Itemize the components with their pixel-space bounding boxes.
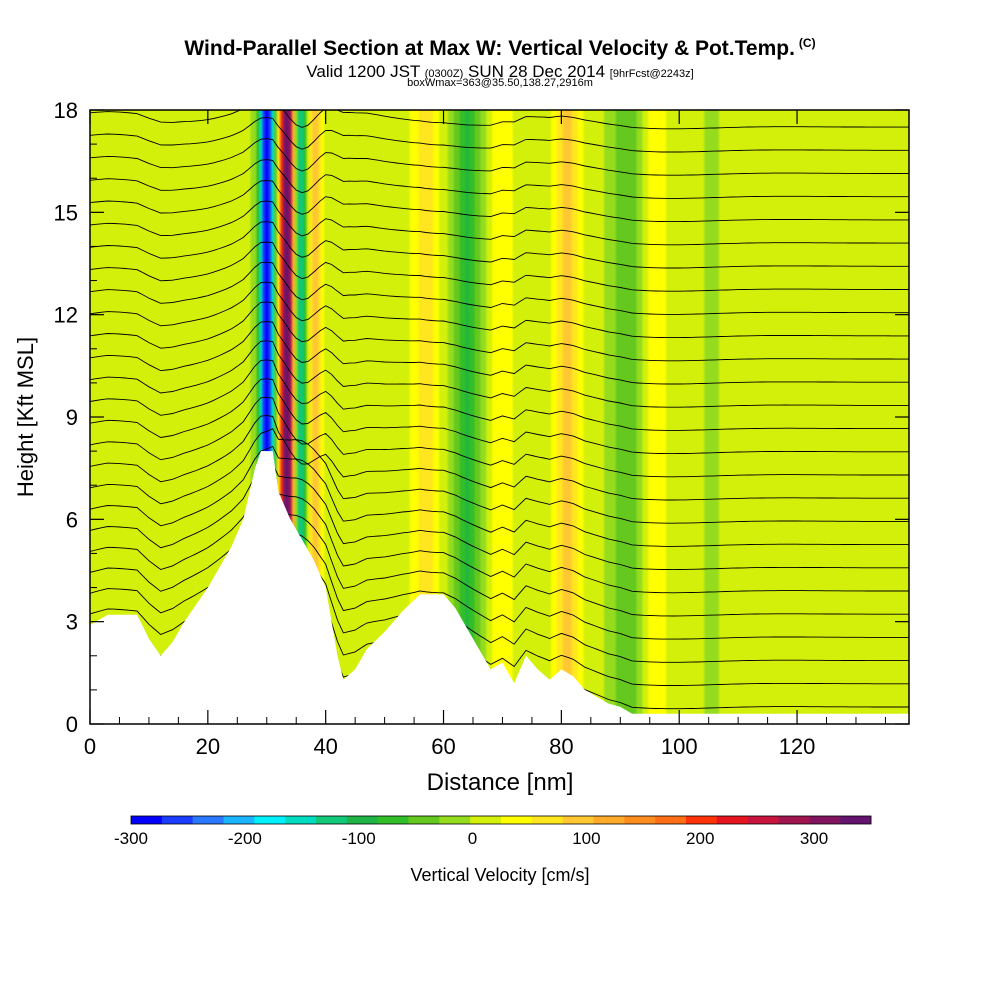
colorbar-swatch <box>346 816 378 824</box>
isentrope-line <box>90 496 909 617</box>
y-tick-label: 3 <box>66 610 78 635</box>
colorbar-frame <box>130 815 872 825</box>
colorbar-tick-label: -300 <box>114 829 148 848</box>
isentrope-line <box>90 396 909 478</box>
isentrope-line <box>90 138 909 176</box>
isentrope-line <box>90 159 909 199</box>
colorbar-swatch <box>501 816 533 824</box>
colorbar-swatch <box>223 816 255 824</box>
isentrope-line <box>90 415 909 501</box>
x-tick-label: 120 <box>779 734 816 759</box>
valid-date: SUN 28 Dec 2014 <box>468 62 606 81</box>
y-axis-label: Height [Kft MSL] <box>13 337 38 497</box>
isentrope-line <box>90 445 909 547</box>
isentrope-line <box>90 241 909 292</box>
colorbar-tick-label: -200 <box>228 829 262 848</box>
colorbar-swatch <box>686 816 718 824</box>
chart-title-text: Wind-Parallel Section at Max W: Vertical… <box>184 37 795 60</box>
colorbar-tick-label: -100 <box>342 829 376 848</box>
y-tick-label: 9 <box>66 405 78 430</box>
colorbar-swatch <box>192 816 224 824</box>
colorbar-swatch <box>809 816 841 824</box>
colorbar-swatch <box>161 816 193 824</box>
isentrope-line <box>90 321 909 385</box>
colorbar-label: Vertical Velocity [cm/s] <box>410 865 589 885</box>
valid-time: Valid 1200 JST <box>306 62 421 81</box>
colorbar-swatch <box>439 816 471 824</box>
colorbar-swatch <box>778 816 810 824</box>
isentrope-line <box>90 117 909 153</box>
isentrope-line <box>90 480 909 594</box>
colorbar-swatch <box>531 816 563 824</box>
isentrope-line <box>90 200 909 246</box>
terrain-mask <box>90 451 909 724</box>
y-tick-label: 6 <box>66 507 78 532</box>
copyright-mark: (C) <box>798 36 816 50</box>
x-tick-label: 100 <box>661 734 698 759</box>
colorbar-swatch <box>254 816 286 824</box>
isentrope-line <box>90 281 909 339</box>
isentrope-line <box>90 340 909 408</box>
isentrope-line <box>90 110 909 130</box>
colorbar-tick-label: 100 <box>572 829 600 848</box>
colorbar-swatch <box>747 816 779 824</box>
colorbar-tick-label: 0 <box>468 829 477 848</box>
x-tick-label: 60 <box>431 734 455 759</box>
x-tick-label: 80 <box>549 734 573 759</box>
isentrope-line <box>90 463 909 571</box>
colorbar-swatch <box>840 816 872 824</box>
colorbar-swatch <box>316 816 348 824</box>
colorbar-swatch <box>716 816 748 824</box>
colorbar-swatch <box>285 816 317 824</box>
y-tick-label: 0 <box>66 712 78 737</box>
colorbar-tick-label: 300 <box>800 829 828 848</box>
colorbar-swatch <box>593 816 625 824</box>
colorbar: -300 -200 -100 0 100 200 300 <box>114 815 872 848</box>
colorbar-swatch <box>655 816 687 824</box>
x-tick-label: 0 <box>84 734 96 759</box>
isentrope-line <box>90 301 909 362</box>
colorbar-swatch <box>408 816 440 824</box>
isentrope-line <box>90 180 909 223</box>
isentrope-line <box>90 221 909 269</box>
chart-subtitle: Valid 1200 JST (0300Z) SUN 28 Dec 2014 [… <box>0 62 1000 82</box>
colorbar-swatch <box>377 816 409 824</box>
valid-zulu: (0300Z) <box>424 68 464 80</box>
isentrope-line <box>90 261 909 315</box>
y-tick-label: 18 <box>54 98 78 123</box>
isentrope-line <box>90 378 909 455</box>
colorbar-swatch <box>131 816 163 824</box>
x-tick-label: 40 <box>313 734 337 759</box>
isentrope-lines <box>90 110 909 710</box>
x-axis-label: Distance [nm] <box>427 769 574 796</box>
y-tick-label: 12 <box>54 303 78 328</box>
y-tick-label: 15 <box>54 200 78 225</box>
colorbar-swatch <box>562 816 594 824</box>
colorbar-swatch <box>624 816 656 824</box>
y-axis: 0 3 6 9 12 15 18 <box>54 98 909 737</box>
chart-title: Wind-Parallel Section at Max W: Vertical… <box>0 36 1000 61</box>
x-tick-label: 20 <box>196 734 220 759</box>
box-info: boxWmax=363@35.50,138.27,2916m <box>407 77 593 89</box>
isentrope-line <box>90 428 909 524</box>
x-axis: 0 20 40 60 80 100 120 <box>84 110 886 759</box>
colorbar-swatch <box>470 816 502 824</box>
isentrope-line <box>90 359 909 431</box>
forecast-info: [9hrFcst@2243z] <box>609 68 694 80</box>
colorbar-tick-label: 200 <box>686 829 714 848</box>
